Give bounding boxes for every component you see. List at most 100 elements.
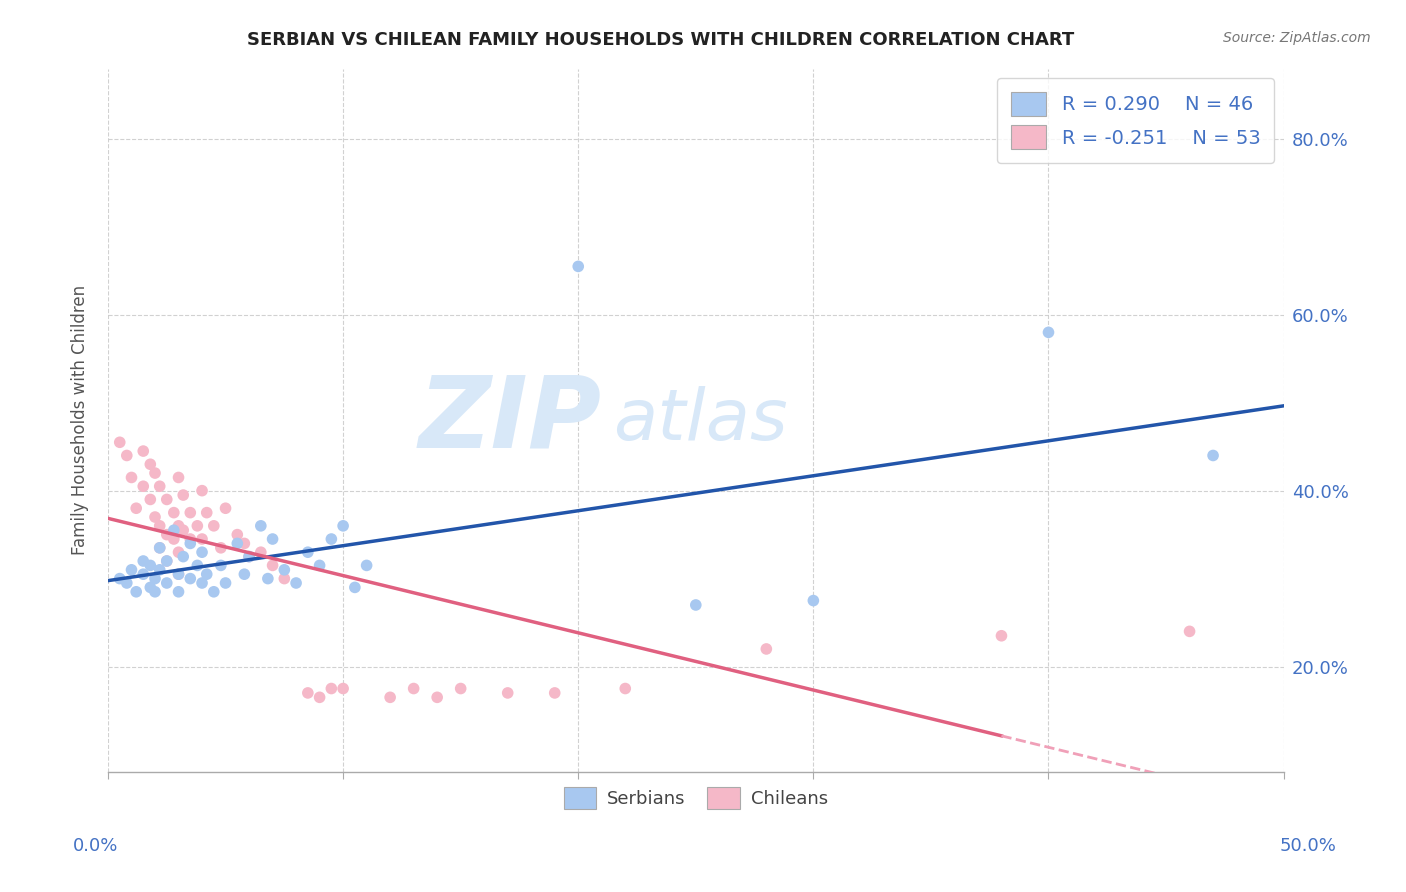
Text: atlas: atlas	[613, 386, 789, 455]
Point	[191, 545, 214, 559]
Point	[139, 492, 162, 507]
Point	[132, 444, 155, 458]
Point	[125, 584, 148, 599]
Text: 50.0%: 50.0%	[1279, 837, 1336, 855]
Point	[426, 690, 449, 705]
Point	[308, 558, 330, 573]
Point	[167, 567, 190, 582]
Point	[1038, 326, 1060, 340]
Point	[149, 479, 172, 493]
Text: 0.0%: 0.0%	[73, 837, 118, 855]
Point	[226, 536, 249, 550]
Point	[172, 488, 194, 502]
Point	[172, 549, 194, 564]
Point	[273, 563, 295, 577]
Point	[156, 554, 179, 568]
Point	[202, 518, 225, 533]
Point	[172, 523, 194, 537]
Point	[1202, 449, 1225, 463]
Point	[108, 572, 131, 586]
Point	[179, 536, 201, 550]
Point	[285, 576, 308, 591]
Point	[143, 584, 166, 599]
Point	[233, 536, 256, 550]
Point	[308, 690, 330, 705]
Point	[209, 541, 232, 555]
Point	[257, 572, 280, 586]
Y-axis label: Family Households with Children: Family Households with Children	[72, 285, 89, 556]
Point	[297, 686, 319, 700]
Point	[121, 470, 143, 484]
Point	[179, 506, 201, 520]
Point	[149, 541, 172, 555]
Point	[214, 501, 236, 516]
Point	[132, 554, 155, 568]
Point	[250, 518, 273, 533]
Point	[233, 567, 256, 582]
Point	[262, 532, 284, 546]
Point	[132, 479, 155, 493]
Point	[149, 541, 172, 555]
Point	[191, 532, 214, 546]
Point	[167, 567, 190, 582]
Point	[195, 506, 218, 520]
Point	[156, 554, 179, 568]
Point	[167, 545, 190, 559]
Point	[139, 457, 162, 471]
Point	[332, 681, 354, 696]
Point	[167, 518, 190, 533]
Point	[143, 510, 166, 524]
Point	[163, 532, 186, 546]
Point	[801, 593, 824, 607]
Point	[115, 449, 138, 463]
Point	[179, 572, 201, 586]
Text: ZIP: ZIP	[419, 372, 602, 469]
Point	[156, 492, 179, 507]
Point	[167, 584, 190, 599]
Point	[343, 581, 366, 595]
Point	[108, 435, 131, 450]
Point	[202, 584, 225, 599]
Point	[450, 681, 472, 696]
Text: Source: ZipAtlas.com: Source: ZipAtlas.com	[1223, 31, 1371, 45]
Point	[186, 558, 208, 573]
Point	[121, 563, 143, 577]
Point	[149, 518, 172, 533]
Point	[132, 567, 155, 582]
Point	[321, 681, 343, 696]
Point	[125, 501, 148, 516]
Point	[567, 260, 589, 274]
Point	[297, 545, 319, 559]
Point	[195, 567, 218, 582]
Point	[496, 686, 519, 700]
Legend: Serbians, Chileans: Serbians, Chileans	[557, 780, 835, 816]
Point	[167, 470, 190, 484]
Point	[356, 558, 378, 573]
Point	[685, 598, 707, 612]
Point	[186, 518, 208, 533]
Point	[238, 549, 260, 564]
Text: SERBIAN VS CHILEAN FAMILY HOUSEHOLDS WITH CHILDREN CORRELATION CHART: SERBIAN VS CHILEAN FAMILY HOUSEHOLDS WIT…	[247, 31, 1074, 49]
Point	[238, 549, 260, 564]
Point	[1178, 624, 1201, 639]
Point	[156, 527, 179, 541]
Point	[332, 518, 354, 533]
Point	[191, 483, 214, 498]
Point	[156, 576, 179, 591]
Point	[163, 506, 186, 520]
Point	[191, 576, 214, 591]
Point	[273, 572, 295, 586]
Point	[115, 576, 138, 591]
Point	[755, 642, 778, 657]
Point	[139, 558, 162, 573]
Point	[143, 572, 166, 586]
Point	[179, 532, 201, 546]
Point	[226, 527, 249, 541]
Point	[402, 681, 425, 696]
Point	[214, 576, 236, 591]
Point	[149, 563, 172, 577]
Point	[250, 545, 273, 559]
Point	[262, 558, 284, 573]
Point	[614, 681, 637, 696]
Point	[139, 581, 162, 595]
